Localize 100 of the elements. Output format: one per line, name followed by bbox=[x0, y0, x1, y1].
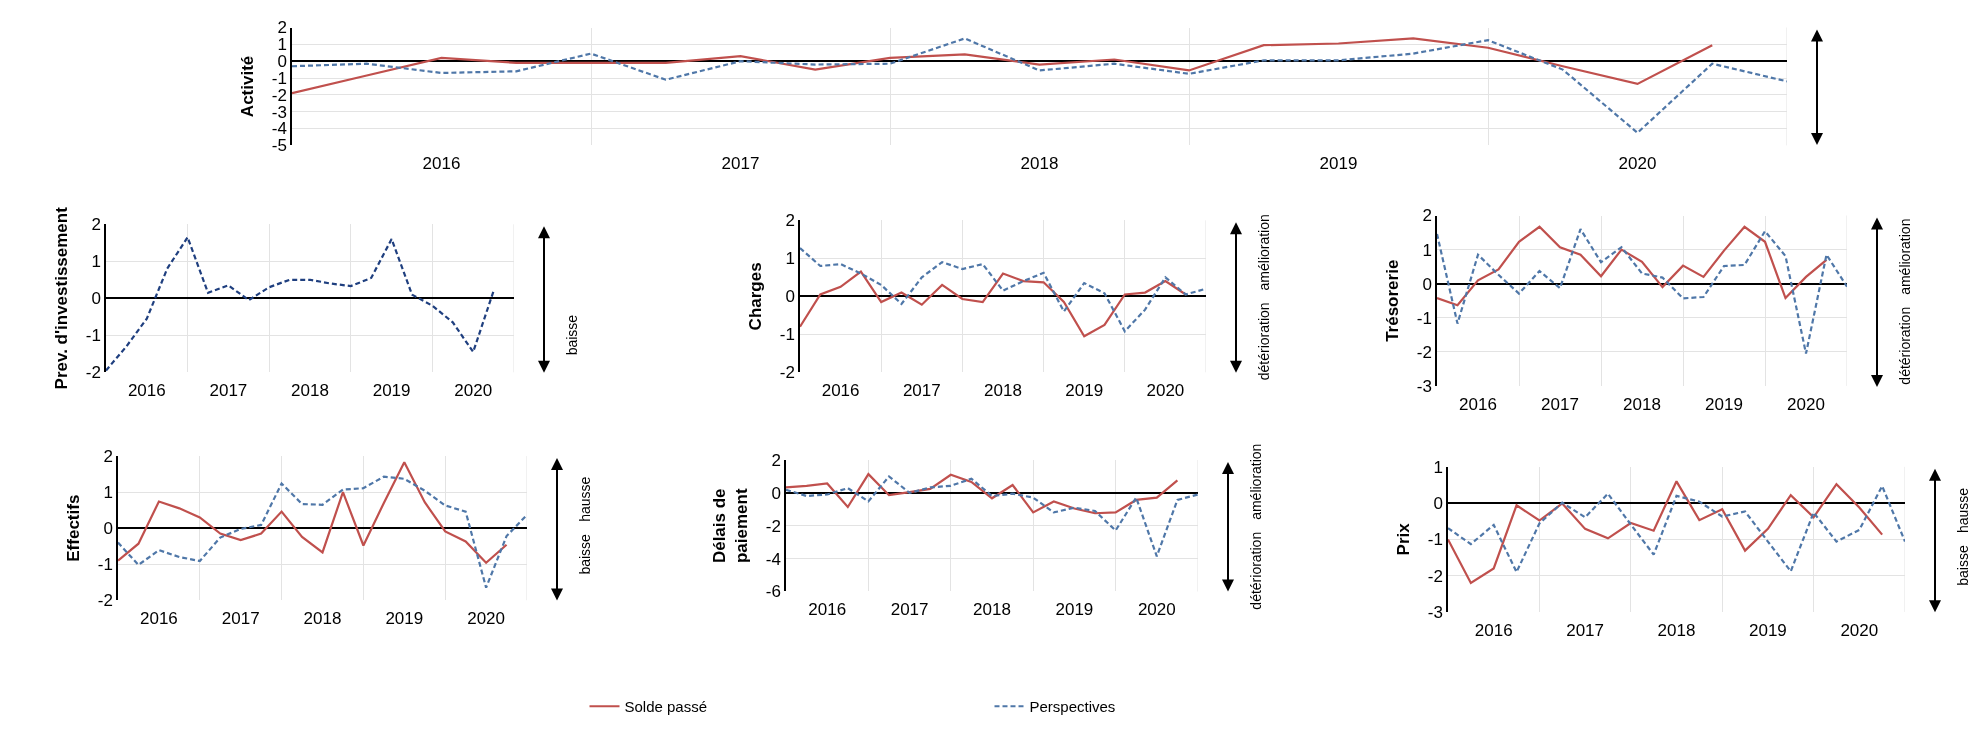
y-tick-label: 1 bbox=[277, 35, 287, 55]
y-tick-label: 0 bbox=[1433, 494, 1443, 514]
x-tick-label: 2018 bbox=[303, 609, 342, 629]
y-axis-title: Effectifs bbox=[63, 494, 83, 562]
y-tick-label: 2 bbox=[771, 450, 781, 470]
x-tick-label: 2020 bbox=[1840, 620, 1879, 640]
y-tick-label: -4 bbox=[765, 549, 781, 569]
y-tick-label: 1 bbox=[1433, 457, 1443, 477]
line-series bbox=[1448, 480, 1884, 585]
y-tick-label: -2 bbox=[271, 85, 287, 105]
legend-label: Solde passé bbox=[624, 698, 708, 716]
x-tick-label: 2020 bbox=[1146, 381, 1185, 401]
x-tick-label: 2020 bbox=[467, 609, 506, 629]
y-tick-label: -5 bbox=[271, 136, 287, 156]
x-tick-label: 2018 bbox=[973, 600, 1011, 620]
line-series bbox=[118, 475, 527, 589]
x-tick-label: 2018 bbox=[1020, 154, 1059, 174]
x-tick-label: 2017 bbox=[209, 381, 248, 401]
text: détérioration bbox=[1255, 302, 1272, 381]
y-tick-label: -1 bbox=[1416, 308, 1432, 328]
y-tick-label: -2 bbox=[1427, 566, 1443, 586]
x-tick-label: 2019 bbox=[1055, 600, 1094, 620]
x-tick-label: 2019 bbox=[385, 609, 424, 629]
x-tick-label: 2016 bbox=[821, 381, 860, 401]
x-tick-label: 2016 bbox=[808, 600, 847, 620]
line-series bbox=[118, 461, 508, 564]
x-tick-label: 2017 bbox=[890, 600, 929, 620]
text: baisse bbox=[563, 314, 580, 356]
line-series bbox=[1437, 225, 1828, 307]
y-axis-title: Charges bbox=[745, 262, 765, 331]
x-tick-label: 2017 bbox=[221, 609, 260, 629]
x-tick-label: 2019 bbox=[1748, 620, 1787, 640]
x-tick-label: 2019 bbox=[372, 381, 411, 401]
text: amélioration bbox=[1255, 214, 1272, 291]
y-tick-label: -1 bbox=[97, 555, 113, 575]
text: détérioration bbox=[1248, 531, 1265, 610]
y-tick-label: 0 bbox=[771, 483, 781, 503]
x-tick-label: 2016 bbox=[1459, 394, 1497, 414]
y-tick-label: 2 bbox=[1422, 206, 1432, 226]
x-tick-label: 2020 bbox=[1787, 394, 1825, 414]
text: baisse bbox=[1955, 545, 1972, 586]
y-tick-label: 2 bbox=[91, 215, 101, 235]
x-tick-label: 2017 bbox=[721, 154, 760, 174]
x-tick-label: 2019 bbox=[1705, 394, 1743, 414]
x-tick-label: 2016 bbox=[1474, 620, 1513, 640]
line-series bbox=[786, 473, 1179, 515]
y-tick-label: -2 bbox=[97, 591, 113, 611]
x-tick-label: 2020 bbox=[454, 381, 493, 401]
y-tick-label: 1 bbox=[103, 483, 113, 503]
y-tick-label: 2 bbox=[785, 211, 795, 231]
y-tick-label: -1 bbox=[779, 325, 795, 345]
y-tick-label: 0 bbox=[1422, 274, 1432, 294]
y-tick-label: 0 bbox=[103, 519, 113, 539]
line-series bbox=[292, 37, 1787, 134]
x-tick-label: 2020 bbox=[1618, 154, 1657, 174]
y-axis-title: Trésorerie bbox=[1382, 259, 1402, 342]
x-tick-label: 2016 bbox=[127, 381, 166, 401]
y-tick-label: -3 bbox=[271, 102, 287, 122]
x-tick-label: 2018 bbox=[1657, 620, 1696, 640]
x-tick-label: 2017 bbox=[1566, 620, 1605, 640]
x-tick-label: 2017 bbox=[902, 381, 941, 401]
y-tick-label: -1 bbox=[1427, 530, 1443, 550]
text: hausse bbox=[1955, 487, 1972, 533]
line-series bbox=[786, 475, 1198, 558]
text: baisse bbox=[577, 533, 594, 575]
y-tick-label: -3 bbox=[1416, 376, 1432, 396]
y-tick-label: -1 bbox=[85, 326, 101, 346]
line-series bbox=[1448, 484, 1905, 574]
y-tick-label: 2 bbox=[277, 18, 287, 38]
x-tick-label: 2020 bbox=[1137, 600, 1176, 620]
x-tick-label: 2018 bbox=[291, 381, 329, 401]
y-tick-label: -2 bbox=[85, 363, 101, 383]
y-tick-label: -3 bbox=[1427, 602, 1443, 622]
y-axis-title: Activité bbox=[237, 55, 257, 118]
x-tick-label: 2019 bbox=[1065, 381, 1104, 401]
x-tick-label: 2019 bbox=[1319, 154, 1358, 174]
x-tick-label: 2018 bbox=[984, 381, 1022, 401]
text: hausse bbox=[577, 476, 594, 522]
y-tick-label: 0 bbox=[91, 289, 101, 309]
line-series bbox=[106, 236, 495, 372]
line-series bbox=[292, 37, 1714, 95]
y-tick-label: -6 bbox=[765, 582, 781, 602]
x-tick-label: 2018 bbox=[1623, 394, 1661, 414]
y-tick-label: -2 bbox=[1416, 342, 1432, 362]
line-series bbox=[800, 270, 1187, 338]
y-axis-title: Délais de paiement bbox=[709, 488, 751, 564]
x-tick-label: 2017 bbox=[1541, 394, 1579, 414]
text: détérioration bbox=[1897, 306, 1914, 385]
line-series bbox=[1437, 228, 1847, 355]
y-tick-label: 1 bbox=[1422, 240, 1432, 260]
y-tick-label: 1 bbox=[91, 252, 101, 272]
text: amélioration bbox=[1248, 443, 1265, 520]
y-tick-label: 0 bbox=[785, 287, 795, 307]
y-axis-title: Prix bbox=[1393, 522, 1413, 556]
y-tick-label: -2 bbox=[779, 363, 795, 383]
y-tick-label: 1 bbox=[785, 249, 795, 269]
y-tick-label: 2 bbox=[103, 447, 113, 467]
x-tick-label: 2016 bbox=[139, 609, 178, 629]
y-tick-label: -4 bbox=[271, 119, 287, 139]
legend-label: Perspectives bbox=[1029, 698, 1116, 716]
